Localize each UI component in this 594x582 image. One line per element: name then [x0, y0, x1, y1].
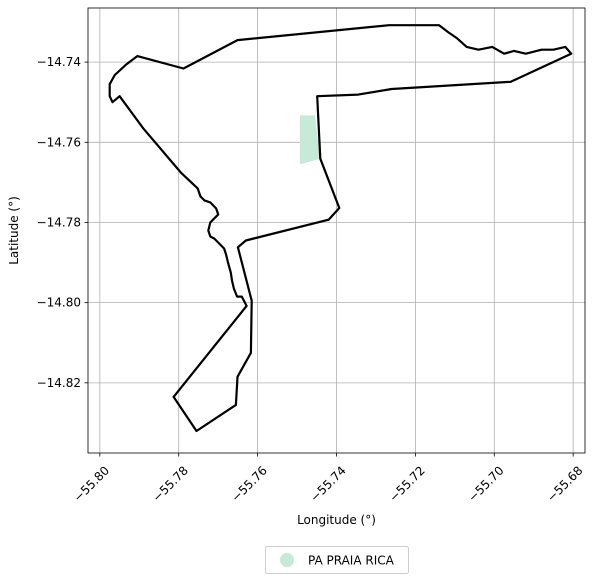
legend-label: PA PRAIA RICA [308, 554, 395, 568]
legend-marker [280, 553, 294, 567]
x-axis-label: Longitude (°) [297, 513, 376, 527]
boundary-outline [108, 24, 573, 433]
y-axis-label: Latitude (°) [7, 196, 21, 265]
boundary-line [108, 24, 573, 433]
y-tick-label: −14.74 [37, 55, 81, 69]
grid-lines [88, 8, 585, 453]
map-areas [299, 115, 321, 165]
y-tick-label: −14.76 [37, 135, 81, 149]
y-tick-label: −14.82 [37, 376, 81, 390]
legend: PA PRAIA RICA [265, 546, 409, 574]
legend-frame [265, 546, 409, 574]
y-tick-label: −14.78 [37, 215, 81, 229]
y-tick-label: −14.80 [37, 296, 81, 310]
y-axis-ticks: −14.74 −14.76 −14.78 −14.80 −14.82 [37, 55, 88, 390]
praia-rica-area [299, 115, 321, 165]
